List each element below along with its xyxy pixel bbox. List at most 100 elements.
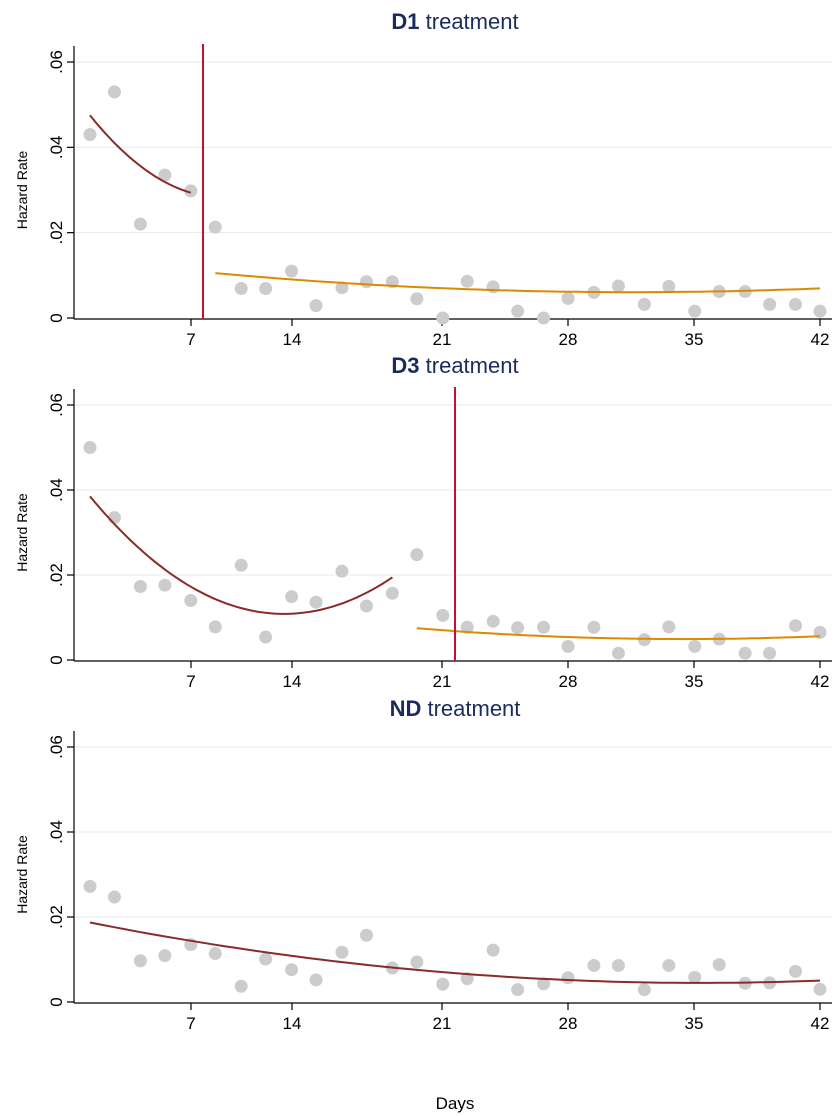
data-point	[285, 264, 299, 278]
data-point	[133, 217, 147, 231]
data-point	[662, 620, 676, 634]
data-point	[637, 297, 651, 311]
chart-title: D3 treatment	[391, 353, 518, 378]
x-tick-label: 35	[685, 672, 704, 691]
data-point	[738, 646, 752, 660]
y-tick-label: .04	[47, 136, 66, 160]
x-tick-label: 7	[186, 672, 195, 691]
data-point	[537, 977, 551, 991]
x-tick-label: 7	[186, 1014, 195, 1033]
data-point	[335, 564, 349, 578]
x-tick-label: 28	[559, 330, 578, 349]
data-point	[410, 292, 424, 306]
y-tick-label: .06	[47, 50, 66, 74]
chart-title-rest: treatment	[420, 353, 519, 378]
data-point	[359, 928, 373, 942]
data-point	[385, 586, 399, 600]
data-point	[234, 558, 248, 572]
data-point	[662, 279, 676, 293]
data-point	[611, 646, 625, 660]
chart-title: D1 treatment	[391, 9, 518, 34]
x-tick-label: 42	[811, 1014, 830, 1033]
x-tick-label: 21	[433, 672, 452, 691]
x-tick-label: 14	[283, 330, 302, 349]
data-point	[259, 952, 273, 966]
data-point	[662, 958, 676, 972]
data-point	[234, 282, 248, 296]
data-point	[107, 85, 121, 99]
data-point	[410, 548, 424, 562]
data-point	[309, 973, 323, 987]
x-axis-label: Days	[436, 1094, 475, 1113]
data-point	[184, 594, 198, 607]
x-tick-label: 28	[559, 672, 578, 691]
data-point	[436, 608, 450, 622]
y-tick-label: .06	[47, 393, 66, 417]
data-point	[561, 639, 575, 653]
data-point	[813, 304, 827, 318]
data-point	[83, 879, 97, 893]
y-tick-label: 0	[47, 997, 66, 1006]
chart-panel-3: 0 .02 .04 .06 Hazard Rate 7 14 21 28 35 42 ND treat…	[14, 696, 832, 1113]
data-point	[158, 578, 172, 592]
data-point	[763, 646, 777, 660]
y-tick-label: .02	[47, 563, 66, 587]
data-point	[511, 304, 525, 318]
fit-line-1	[89, 921, 821, 984]
data-point	[587, 958, 601, 972]
data-point	[486, 280, 500, 294]
data-point	[208, 947, 222, 961]
data-point	[637, 983, 651, 997]
data-point	[537, 311, 551, 325]
data-point	[813, 982, 827, 996]
data-point	[436, 977, 450, 991]
data-point	[611, 279, 625, 293]
x-tick-label: 14	[283, 1014, 302, 1033]
data-point	[486, 614, 500, 628]
x-tick-label: 21	[433, 1014, 452, 1033]
data-point	[309, 595, 323, 609]
y-tick-label: 0	[47, 655, 66, 664]
chart-title-rest: treatment	[421, 696, 520, 721]
data-point	[309, 299, 323, 313]
data-point	[789, 297, 803, 311]
data-point	[688, 639, 702, 653]
data-point	[158, 949, 172, 963]
y-tick-label: .04	[47, 820, 66, 844]
data-point	[107, 511, 121, 525]
y-tick-label: .04	[47, 478, 66, 502]
data-point	[133, 954, 147, 968]
data-point	[561, 971, 575, 985]
data-point	[763, 297, 777, 311]
fit-line-1	[89, 114, 192, 194]
data-point	[537, 620, 551, 634]
chart-panel-2: 0 .02 .04 .06 Hazard Rate 7 14 21 28 35 42 D3 treat…	[14, 353, 832, 691]
x-tick-label: 42	[811, 330, 830, 349]
data-point	[359, 599, 373, 613]
data-point	[587, 620, 601, 634]
data-point	[184, 184, 198, 198]
chart-title: ND treatment	[390, 696, 521, 721]
data-point	[511, 983, 525, 997]
data-point	[789, 964, 803, 978]
x-tick-label: 7	[186, 330, 195, 349]
fit-line-2	[215, 272, 821, 294]
fit-line-1	[89, 495, 393, 615]
fit-line-2	[416, 627, 821, 641]
y-axis-label: Hazard Rate	[14, 150, 30, 229]
data-point	[460, 274, 474, 288]
data-point	[460, 620, 474, 634]
data-point	[335, 281, 349, 295]
data-point	[486, 943, 500, 957]
data-point	[436, 311, 450, 325]
x-tick-label: 21	[433, 330, 452, 349]
y-axis-label: Hazard Rate	[14, 493, 30, 572]
data-point	[688, 970, 702, 984]
chart-title-bold: D1	[391, 9, 419, 34]
data-point	[234, 979, 248, 993]
data-point	[208, 620, 222, 634]
x-tick-label: 14	[283, 672, 302, 691]
y-tick-label: 0	[47, 313, 66, 322]
data-point	[133, 579, 147, 593]
